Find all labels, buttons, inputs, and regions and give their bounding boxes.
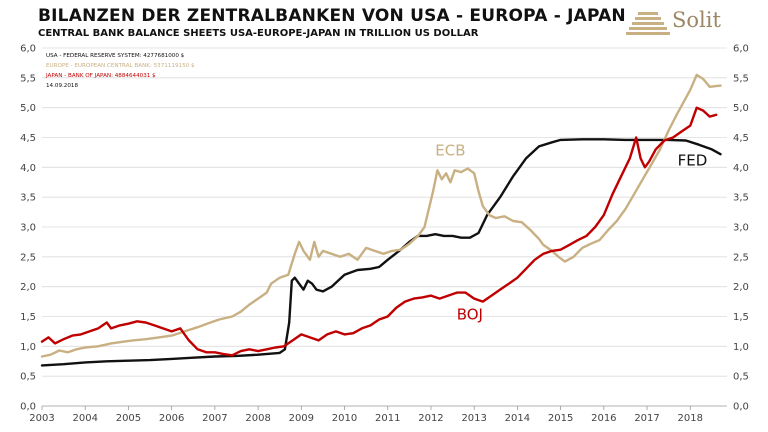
y-tick-label-left: 4,5: [20, 133, 36, 144]
y-tick-label-right: 1,5: [733, 312, 749, 323]
y-tick-label-left: 0,5: [20, 372, 36, 383]
y-tick-label-left: 0,0: [20, 402, 36, 413]
x-tick-label: 2013: [461, 413, 486, 424]
annotations: ECB FED BOJ: [435, 141, 707, 323]
legend-entry: USA - FEDERAL RESERVE SYSTEM: 4277681000…: [46, 53, 185, 59]
y-tick-label-right: 1,0: [733, 342, 749, 353]
grid-lines: [42, 47, 727, 407]
chart-title: BILANZEN DER ZENTRALBANKEN VON USA - EUR…: [38, 6, 626, 26]
x-tick-label: 2016: [591, 413, 616, 424]
series-line-boj: [40, 106, 718, 357]
axes: 0,0 0,0 0,5 0,5 1,0 1,0 1,5 1,5 2,0 2,0 2,5 2,5 3,0 3…: [20, 44, 749, 425]
y-tick-label-right: 3,0: [733, 223, 749, 234]
x-tick-label: 2006: [159, 413, 184, 424]
chart-subtitle: CENTRAL BANK BALANCE SHEETS USA-EUROPE-J…: [38, 28, 479, 39]
series-lines: [40, 73, 722, 367]
legend: USA - FEDERAL RESERVE SYSTEM: 4277681000…: [45, 53, 195, 89]
y-tick-label-left: 3,5: [20, 193, 36, 204]
x-tick-label: 2012: [418, 413, 443, 424]
y-tick-label-right: 4,0: [733, 163, 749, 174]
x-tick-label: 2014: [505, 413, 530, 424]
y-tick-label-right: 3,5: [733, 193, 749, 204]
x-tick-label: 2011: [375, 413, 400, 424]
y-tick-label-right: 2,0: [733, 282, 749, 293]
x-tick-label: 2003: [29, 413, 54, 424]
y-tick-label-left: 2,5: [20, 252, 36, 263]
y-tick-label-left: 1,0: [20, 342, 36, 353]
series-annotation-boj: BOJ: [457, 305, 483, 323]
legend-entry: EUROPE - EUROPEAN CENTRAL BANK: 53711191…: [46, 63, 195, 69]
x-tick-label: 2007: [202, 413, 227, 424]
y-tick-label-right: 5,5: [733, 73, 749, 84]
logo-text: Solit: [672, 8, 721, 32]
x-tick-label: 2004: [72, 413, 97, 424]
x-tick-label: 2015: [548, 413, 573, 424]
x-tick-label: 2017: [634, 413, 659, 424]
series-annotation-fed: FED: [678, 152, 708, 170]
x-tick-label: 2009: [289, 413, 314, 424]
x-tick-label: 2008: [245, 413, 270, 424]
legend-entry: JAPAN - BANK OF JAPAN: 4884644031 $: [45, 73, 156, 79]
y-tick-label-left: 2,0: [20, 282, 36, 293]
y-tick-label-right: 5,0: [733, 103, 749, 114]
series-line-ecb: [40, 73, 722, 358]
legend-entry: 14.09.2018: [46, 83, 78, 89]
series-annotation-ecb: ECB: [435, 141, 465, 159]
x-tick-label: 2005: [116, 413, 141, 424]
y-tick-label-right: 0,0: [733, 402, 749, 413]
y-tick-label-left: 1,5: [20, 312, 36, 323]
x-tick-label: 2010: [332, 413, 357, 424]
y-tick-label-right: 6,0: [733, 44, 749, 55]
stacked-bars-pyramid-icon: [626, 12, 670, 35]
x-tick-label: 2018: [678, 413, 703, 424]
y-tick-label-left: 4,0: [20, 163, 36, 174]
y-tick-label-left: 3,0: [20, 223, 36, 234]
y-tick-label-right: 4,5: [733, 133, 749, 144]
y-tick-label-left: 5,0: [20, 103, 36, 114]
y-tick-label-left: 6,0: [20, 44, 36, 55]
y-tick-label-right: 0,5: [733, 372, 749, 383]
y-tick-label-left: 5,5: [20, 73, 36, 84]
y-tick-label-right: 2,5: [733, 252, 749, 263]
